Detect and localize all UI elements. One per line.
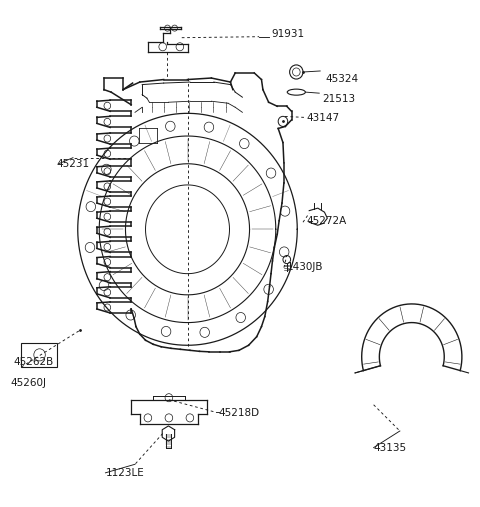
Text: 45262B: 45262B (13, 357, 54, 368)
Text: 45260J: 45260J (10, 378, 46, 388)
Text: 43135: 43135 (373, 443, 407, 453)
Text: 43147: 43147 (307, 114, 340, 123)
Text: 45272A: 45272A (307, 216, 347, 226)
Text: 21513: 21513 (322, 94, 355, 104)
Text: 45218D: 45218D (218, 408, 260, 418)
Text: 45231: 45231 (56, 159, 89, 169)
Text: 1123LE: 1123LE (106, 468, 144, 479)
Bar (22, 343, 57, 367)
Text: 91931: 91931 (271, 29, 304, 39)
Text: 45324: 45324 (326, 74, 359, 84)
Text: 1430JB: 1430JB (287, 262, 323, 272)
